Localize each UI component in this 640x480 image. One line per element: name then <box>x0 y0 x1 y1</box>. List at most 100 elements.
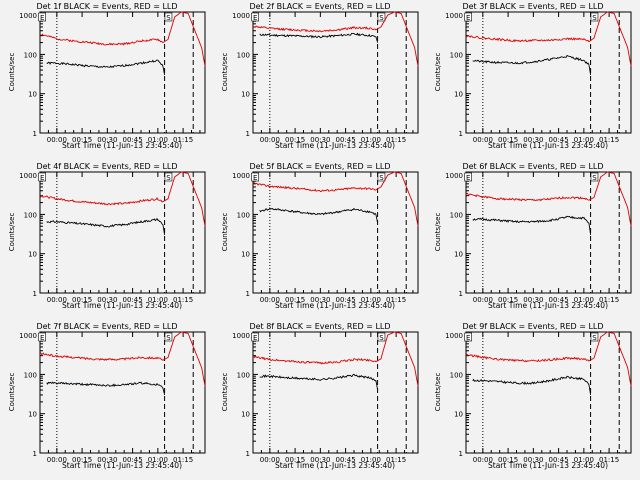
x-tick-label: 01:00 <box>148 296 168 304</box>
x-tick-label: 00:00 <box>260 296 280 304</box>
marker-label: E <box>466 174 470 182</box>
marker-box <box>164 332 173 342</box>
series-line-events <box>46 217 166 236</box>
plot-frame <box>252 171 419 294</box>
x-axis-label: Start Time (11-Jun-13 23:45:40) <box>275 141 395 150</box>
x-tick-label: 01:15 <box>173 456 193 464</box>
y-tick-label: 100 <box>24 211 37 219</box>
marker-label: S <box>379 174 384 182</box>
y-tick-label: 1000 <box>19 172 37 180</box>
y-tick-label: 1000 <box>19 12 37 20</box>
series-line-lld <box>465 11 632 67</box>
x-axis-label: Start Time (11-Jun-13 23:45:40) <box>488 461 608 470</box>
detector-panel-8: Det 8f BLACK = Events, RED = LLD 1 10 100 10… <box>221 322 419 470</box>
series-line-events <box>46 59 166 76</box>
y-tick-label: 10 <box>241 91 250 99</box>
x-tick-label: 00:15 <box>498 456 518 464</box>
marker-box <box>164 12 173 22</box>
y-tick-label: 10 <box>28 251 37 259</box>
y-tick-label: 100 <box>237 371 250 379</box>
x-tick-label: 00:45 <box>123 456 143 464</box>
detector-panel-9: Det 9f BLACK = Events, RED = LLD 1 10 100 10… <box>434 322 632 470</box>
marker-box <box>590 332 599 342</box>
series-line-lld <box>252 331 419 387</box>
y-tick-label: 100 <box>24 371 37 379</box>
x-tick-label: 01:00 <box>574 136 594 144</box>
x-tick-label: 00:15 <box>72 296 92 304</box>
y-tick-label: 1 <box>33 130 37 138</box>
x-tick-label: 00:15 <box>498 296 518 304</box>
x-tick-label: 00:30 <box>523 296 543 304</box>
x-tick-label: 01:00 <box>361 296 381 304</box>
detector-panel-6: Det 6f BLACK = Events, RED = LLD 1 10 100 10… <box>434 162 632 310</box>
x-tick-label: 00:30 <box>523 136 543 144</box>
x-tick-label: 00:30 <box>97 136 117 144</box>
x-tick-label: 00:00 <box>473 296 493 304</box>
y-axis-label: Counts/sec <box>8 53 16 92</box>
y-tick-label: 100 <box>450 371 463 379</box>
detector-panel-3: Det 3f BLACK = Events, RED = LLD 1 10 100 10… <box>434 2 632 150</box>
x-tick-label: 01:00 <box>574 296 594 304</box>
y-tick-label: 1000 <box>445 172 463 180</box>
x-axis-label: Start Time (11-Jun-13 23:45:40) <box>62 141 182 150</box>
marker-label: E <box>466 14 470 22</box>
detector-panel-1: Det 1f BLACK = Events, RED = LLD 1 10 100 10… <box>8 2 206 150</box>
detector-panel-7: Det 7f BLACK = Events, RED = LLD 1 10 100 10… <box>8 322 206 470</box>
series-line-lld <box>465 331 632 387</box>
plot-frame <box>39 331 206 454</box>
y-tick-label: 1 <box>459 130 463 138</box>
plot-frame <box>465 171 632 294</box>
y-tick-label: 10 <box>454 411 463 419</box>
plot-frame <box>39 11 206 134</box>
x-tick-label: 00:00 <box>47 296 67 304</box>
series-line-lld <box>39 171 206 227</box>
y-axis-label: Counts/sec <box>221 373 229 412</box>
series-line-events <box>472 375 592 396</box>
series-line-lld <box>39 11 206 67</box>
x-axis-label: Start Time (11-Jun-13 23:45:40) <box>488 301 608 310</box>
marker-label: E <box>253 14 257 22</box>
x-tick-label: 00:45 <box>123 296 143 304</box>
marker-box <box>590 172 599 182</box>
x-tick-label: 01:15 <box>386 136 406 144</box>
y-tick-label: 100 <box>237 51 250 59</box>
x-tick-label: 00:45 <box>549 296 569 304</box>
x-tick-label: 01:15 <box>173 296 193 304</box>
y-tick-label: 1 <box>33 290 37 298</box>
marker-label: S <box>592 174 597 182</box>
marker-label: S <box>379 334 384 342</box>
marker-label: E <box>40 174 44 182</box>
x-tick-label: 00:30 <box>310 456 330 464</box>
x-axis-label: Start Time (11-Jun-13 23:45:40) <box>62 301 182 310</box>
plot-frame <box>465 11 632 134</box>
y-tick-label: 10 <box>454 251 463 259</box>
x-tick-label: 00:00 <box>473 456 493 464</box>
y-tick-label: 100 <box>24 51 37 59</box>
x-tick-label: 01:15 <box>173 136 193 144</box>
marker-box <box>38 332 46 342</box>
detector-panel-5: Det 5f BLACK = Events, RED = LLD 1 10 100 10… <box>221 162 419 310</box>
y-axis-label: Counts/sec <box>434 53 442 92</box>
plot-frame <box>252 11 419 134</box>
x-tick-label: 00:30 <box>97 296 117 304</box>
y-tick-label: 1000 <box>232 332 250 340</box>
y-tick-label: 1000 <box>445 332 463 340</box>
y-tick-label: 10 <box>28 411 37 419</box>
x-tick-label: 01:00 <box>148 456 168 464</box>
marker-box <box>377 12 386 22</box>
series-line-lld <box>252 171 419 227</box>
series-line-events <box>259 373 379 391</box>
y-axis-label: Counts/sec <box>8 373 16 412</box>
series-line-events <box>472 215 592 236</box>
marker-label: S <box>379 14 384 22</box>
marker-box <box>251 332 259 342</box>
x-tick-label: 01:15 <box>386 456 406 464</box>
y-tick-label: 100 <box>237 211 250 219</box>
x-tick-label: 00:00 <box>47 136 67 144</box>
marker-box <box>251 12 259 22</box>
marker-box <box>38 12 46 22</box>
y-tick-label: 1 <box>459 290 463 298</box>
y-axis-label: Counts/sec <box>434 213 442 252</box>
panel-title: Det 2f BLACK = Events, RED = LLD <box>249 2 390 11</box>
x-tick-label: 00:00 <box>47 456 67 464</box>
